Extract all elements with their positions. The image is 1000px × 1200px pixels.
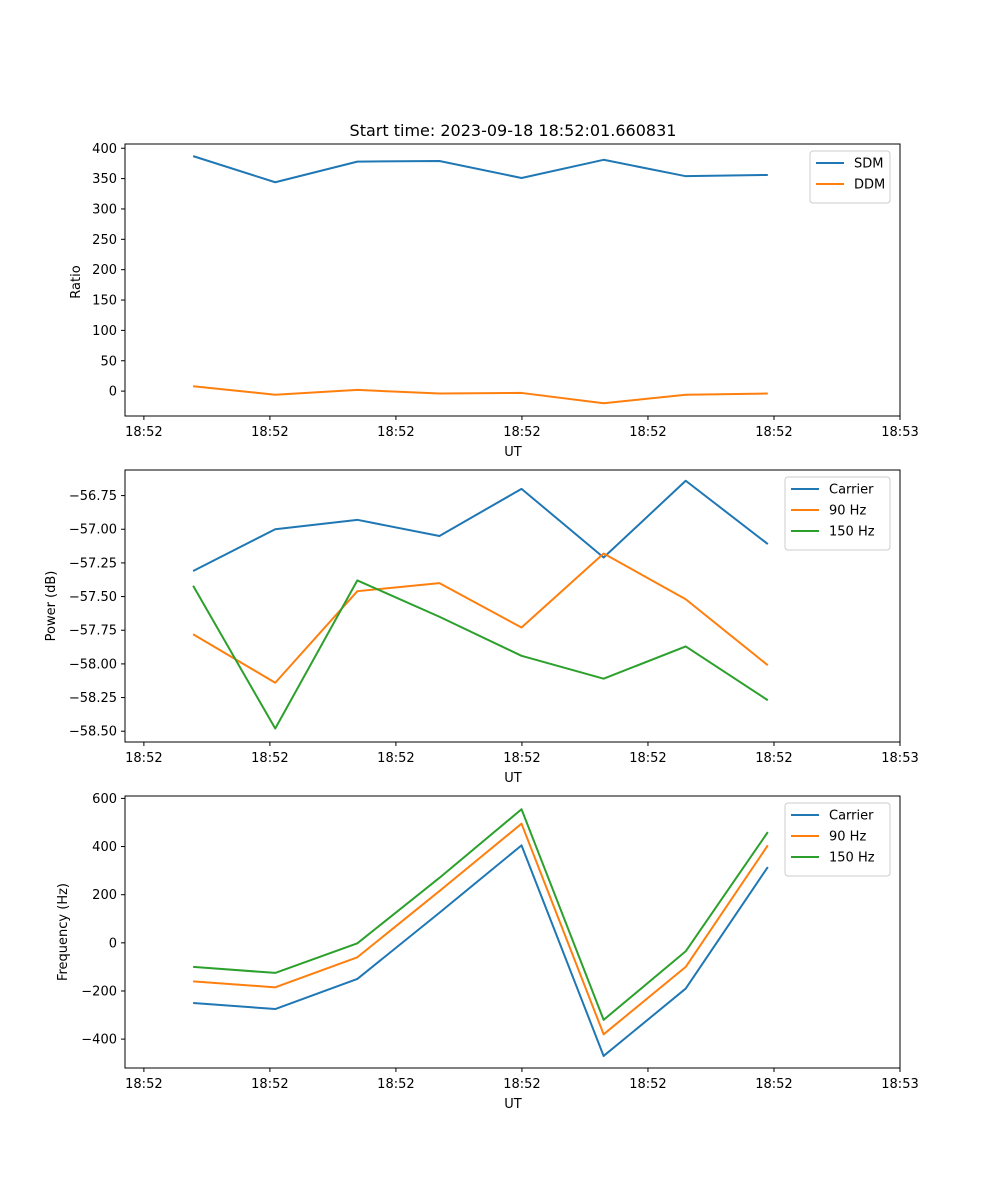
y-tick-label: −58.00 <box>69 657 117 672</box>
legend-label: Carrier <box>829 809 874 824</box>
series-line-ddm <box>193 385 768 405</box>
y-axis-label: Ratio <box>69 265 84 298</box>
ratio-panel: UT Ratio 18:52 18:52 18:52 18:52 18:52 18:52 1… <box>69 142 919 460</box>
x-axis-label: UT <box>504 771 522 786</box>
y-tick-label: 400 <box>92 142 117 157</box>
legend-label: SDM <box>854 157 883 172</box>
y-tick-label: 0 <box>109 385 117 400</box>
chart-title: Start time: 2023-09-18 18:52:01.660831 <box>350 121 677 140</box>
power-panel: UT Power (dB) 18:52 18:52 18:52 18:52 18:52 1… <box>44 469 919 786</box>
legend-label: 150 Hz <box>829 525 875 540</box>
x-tick-label: 18:52 <box>251 425 288 440</box>
y-tick-label: 200 <box>92 888 117 903</box>
y-tick-label: −57.50 <box>69 590 117 605</box>
legend: SDM DDM <box>809 150 891 204</box>
x-tick-label: 18:52 <box>125 751 162 766</box>
legend: Carrier 90 Hz 150 Hz <box>784 802 891 877</box>
legend-label: Carrier <box>829 483 874 498</box>
x-tick-label: 18:52 <box>755 1077 792 1092</box>
series-line-90-hz <box>192 552 769 684</box>
y-tick-label: 250 <box>92 233 117 248</box>
y-tick-label: 100 <box>92 324 117 339</box>
y-tick-label: −200 <box>81 984 117 999</box>
y-axis-label: Frequency (Hz) <box>56 883 71 981</box>
x-tick-label: 18:52 <box>377 1077 414 1092</box>
x-tick-label: 18:52 <box>251 751 288 766</box>
series-line-150-hz <box>193 808 769 1021</box>
y-tick-label: −400 <box>81 1033 117 1048</box>
x-tick-label: 18:52 <box>755 425 792 440</box>
y-tick-label: 400 <box>92 840 117 855</box>
y-tick-label: 50 <box>100 354 117 369</box>
x-tick-label: 18:53 <box>881 1077 918 1092</box>
series-line-90-hz <box>193 822 769 1036</box>
x-axis-label: UT <box>504 1097 522 1112</box>
y-tick-label: 0 <box>109 936 117 951</box>
y-tick-label: −57.25 <box>69 556 117 571</box>
y-tick-label: 150 <box>92 294 117 309</box>
axes-frame <box>124 795 901 1069</box>
x-tick-label: 18:52 <box>629 1077 666 1092</box>
y-tick-label: −56.75 <box>69 489 117 504</box>
axes-frame <box>124 469 901 743</box>
y-tick-label: 300 <box>92 202 117 217</box>
y-tick-label: −57.75 <box>69 624 117 639</box>
frequency-panel: UT Frequency (Hz) 18:52 18:52 18:52 18:52 18… <box>56 792 919 1112</box>
x-tick-label: 18:52 <box>251 1077 288 1092</box>
x-axis-label: UT <box>504 445 522 460</box>
x-tick-label: 18:52 <box>377 751 414 766</box>
y-tick-label: −58.50 <box>69 725 117 740</box>
y-tick-label: −57.00 <box>69 523 117 538</box>
x-tick-label: 18:53 <box>881 751 918 766</box>
y-tick-label: 350 <box>92 172 117 187</box>
legend-label: 150 Hz <box>829 851 875 866</box>
x-tick-label: 18:52 <box>629 425 666 440</box>
legend-label: 90 Hz <box>829 504 866 519</box>
x-tick-label: 18:52 <box>125 1077 162 1092</box>
y-axis-label: Power (dB) <box>44 571 59 642</box>
legend-label: DDM <box>854 178 885 193</box>
x-tick-label: 18:52 <box>503 1077 540 1092</box>
x-tick-label: 18:52 <box>503 425 540 440</box>
y-tick-label: 600 <box>92 792 117 807</box>
y-tick-label: 200 <box>92 263 117 278</box>
series-line-carrier <box>192 479 769 572</box>
series-line-150-hz <box>192 579 769 730</box>
x-tick-label: 18:52 <box>629 751 666 766</box>
series-line-carrier <box>193 844 769 1057</box>
x-tick-label: 18:52 <box>755 751 792 766</box>
x-tick-label: 18:52 <box>377 425 414 440</box>
legend: Carrier 90 Hz 150 Hz <box>784 476 891 551</box>
series-line-sdm <box>192 155 768 184</box>
x-tick-label: 18:52 <box>125 425 162 440</box>
legend-label: 90 Hz <box>829 830 866 845</box>
axes-frame <box>124 143 901 417</box>
x-tick-label: 18:53 <box>881 425 918 440</box>
x-tick-label: 18:52 <box>503 751 540 766</box>
y-tick-label: −58.25 <box>69 691 117 706</box>
